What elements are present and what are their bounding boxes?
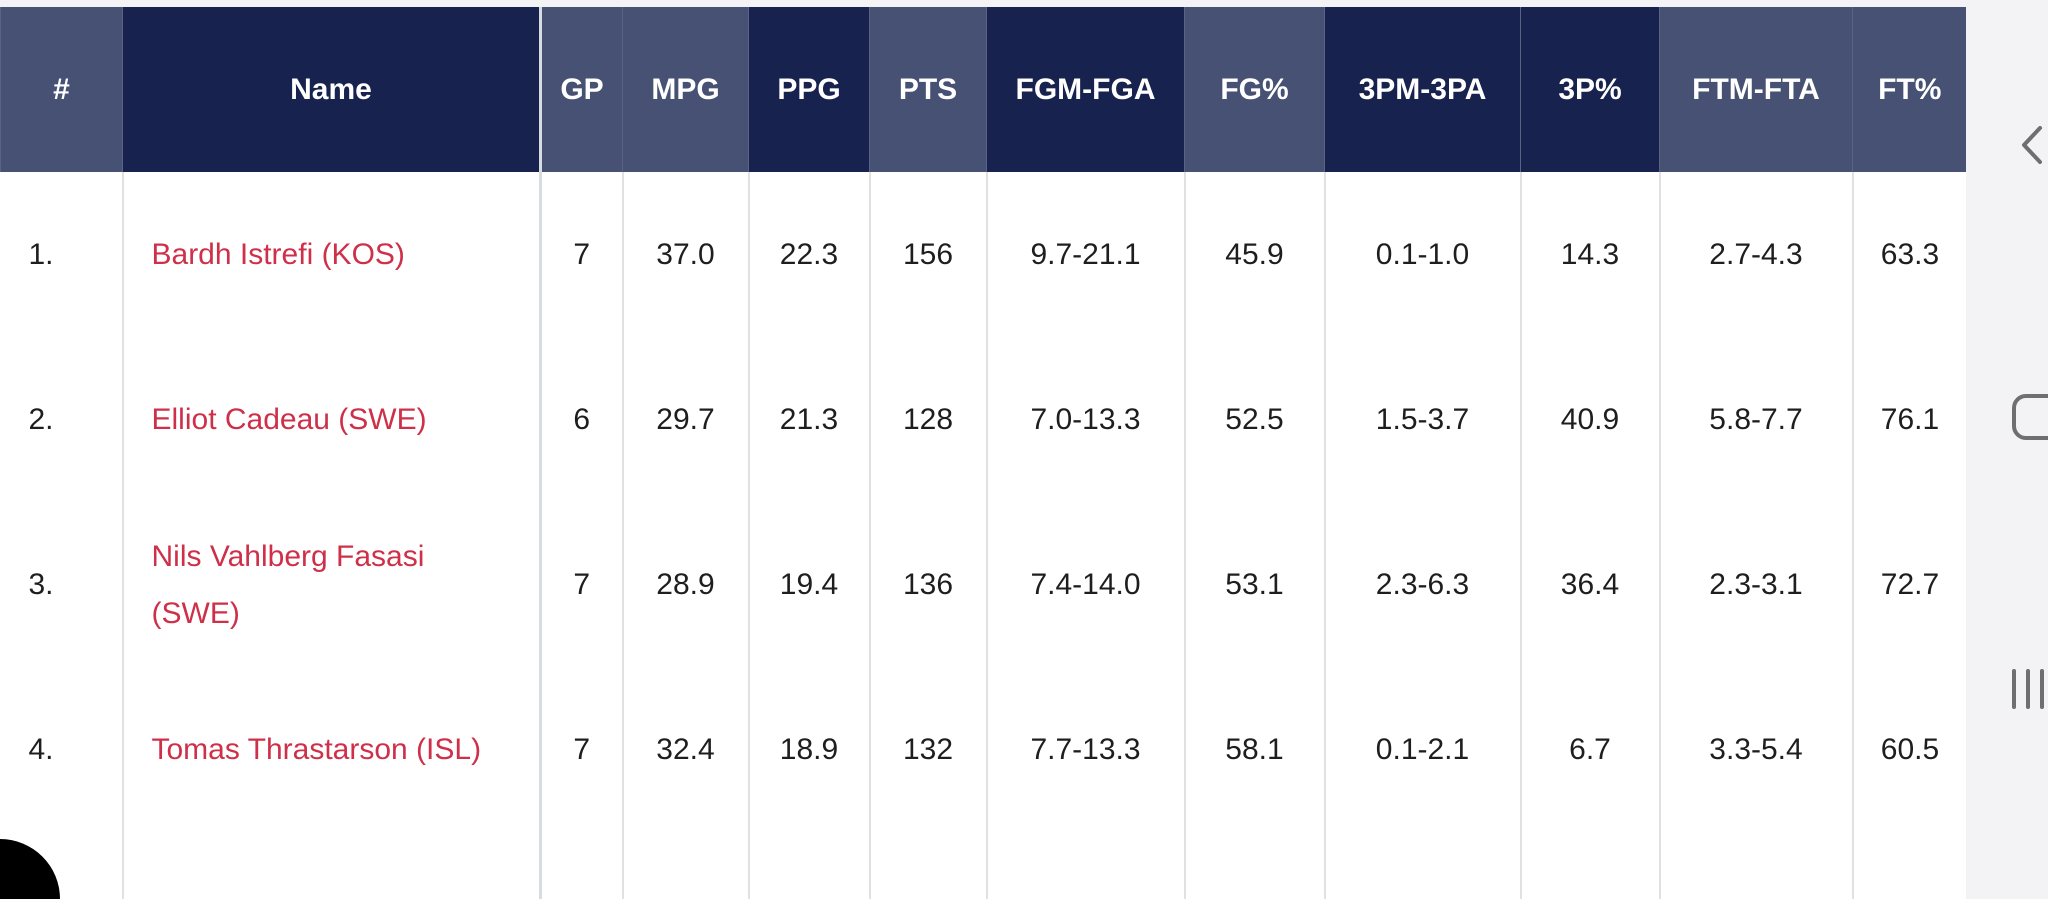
player-stats-table: # Name GP MPG PPG PTS FGM-FGA FG% 3PM-3P… [0, 7, 1966, 899]
3p-pct-cell: 6.7 [1519, 667, 1660, 832]
fgm-fga-cell [985, 832, 1185, 899]
header-name[interactable]: Name [122, 7, 542, 172]
gp-cell: 6 [539, 337, 623, 502]
header-gp[interactable]: GP [540, 7, 623, 172]
3p-pct-cell [1519, 832, 1660, 899]
player-link[interactable]: Tomas Thrastarson (ISL) [121, 667, 542, 832]
header-rank[interactable]: # [0, 7, 123, 172]
3p-pct-cell: 40.9 [1519, 337, 1660, 502]
rounded-square-icon[interactable] [2010, 392, 2048, 442]
3p-pct-cell: 14.3 [1519, 172, 1660, 337]
header-fgm-fga[interactable]: FGM-FGA [986, 7, 1185, 172]
pts-cell: 136 [868, 502, 987, 667]
ftm-fta-cell: 3.3-5.4 [1658, 667, 1853, 832]
pts-cell: 128 [868, 337, 987, 502]
table-row: 1. Bardh Istrefi (KOS) 7 37.0 22.3 156 9… [1, 172, 1966, 337]
pts-cell: 156 [868, 172, 987, 337]
rank-cell: 3. [28, 567, 54, 601]
3pm-3pa-cell [1323, 832, 1521, 899]
gp-cell [539, 832, 623, 899]
ft-pct-cell: 76.1 [1851, 337, 1966, 502]
ftm-fta-cell: 2.7-4.3 [1658, 172, 1853, 337]
fgm-fga-cell: 7.7-13.3 [985, 667, 1185, 832]
ftm-fta-cell: 2.3-3.1 [1658, 502, 1853, 667]
ftm-fta-cell: 5.8-7.7 [1658, 337, 1853, 502]
header-ftm-fta[interactable]: FTM-FTA [1659, 7, 1853, 172]
header-ppg[interactable]: PPG [748, 7, 870, 172]
mpg-cell: 28.9 [621, 502, 749, 667]
header-3p-pct[interactable]: 3P% [1520, 7, 1660, 172]
3pm-3pa-cell: 0.1-2.1 [1323, 667, 1521, 832]
mpg-cell [621, 832, 749, 899]
mpg-cell: 29.7 [621, 337, 749, 502]
stats-table-container: # Name GP MPG PPG PTS FGM-FGA FG% 3PM-3P… [0, 7, 1966, 899]
pts-cell: 132 [868, 667, 987, 832]
header-mpg[interactable]: MPG [622, 7, 749, 172]
gp-cell: 7 [539, 667, 623, 832]
3pm-3pa-cell: 2.3-6.3 [1323, 502, 1521, 667]
ft-pct-cell: 63.3 [1851, 172, 1966, 337]
chevron-left-icon[interactable] [2010, 120, 2048, 170]
header-3pm-3pa[interactable]: 3PM-3PA [1324, 7, 1521, 172]
header-pts[interactable]: PTS [869, 7, 987, 172]
gp-cell: 7 [539, 502, 623, 667]
fgm-fga-cell: 9.7-21.1 [985, 172, 1185, 337]
header-ft-pct[interactable]: FT% [1852, 7, 1966, 172]
player-cell [121, 832, 542, 899]
fg-pct-cell: 53.1 [1183, 502, 1325, 667]
ft-pct-cell [1851, 832, 1966, 899]
rank-cell: 2. [28, 402, 54, 436]
player-link[interactable]: Bardh Istrefi (KOS) [121, 172, 542, 337]
header-fg-pct[interactable]: FG% [1184, 7, 1325, 172]
three-bars-icon[interactable] [2010, 665, 2048, 715]
fg-pct-cell [1183, 832, 1325, 899]
player-link[interactable]: Nils Vahlberg Fasasi (SWE) [121, 502, 542, 667]
3pm-3pa-cell: 0.1-1.0 [1323, 172, 1521, 337]
rank-cell: 1. [28, 237, 54, 271]
mpg-cell: 37.0 [621, 172, 749, 337]
fg-pct-cell: 52.5 [1183, 337, 1325, 502]
rank-cell: 4. [28, 732, 54, 766]
mpg-cell: 32.4 [621, 667, 749, 832]
table-row: 4. Tomas Thrastarson (ISL) 7 32.4 18.9 1… [1, 667, 1966, 832]
header-row: # Name GP MPG PPG PTS FGM-FGA FG% 3PM-3P… [0, 7, 1966, 172]
ft-pct-cell: 72.7 [1851, 502, 1966, 667]
fg-pct-cell: 45.9 [1183, 172, 1325, 337]
ppg-cell: 21.3 [747, 337, 870, 502]
3pm-3pa-cell: 1.5-3.7 [1323, 337, 1521, 502]
player-link[interactable]: Elliot Cadeau (SWE) [121, 337, 542, 502]
pts-cell [868, 832, 987, 899]
table-row: 3. Nils Vahlberg Fasasi (SWE) 7 28.9 19.… [1, 502, 1966, 667]
ppg-cell: 19.4 [747, 502, 870, 667]
system-navigation-bar [1966, 0, 2048, 899]
ftm-fta-cell [1658, 832, 1853, 899]
table-row: 2. Elliot Cadeau (SWE) 6 29.7 21.3 128 7… [1, 337, 1966, 502]
ppg-cell [747, 832, 870, 899]
3p-pct-cell: 36.4 [1519, 502, 1660, 667]
fgm-fga-cell: 7.0-13.3 [985, 337, 1185, 502]
ppg-cell: 18.9 [747, 667, 870, 832]
table-row-partial [1, 832, 1966, 899]
fgm-fga-cell: 7.4-14.0 [985, 502, 1185, 667]
gp-cell: 7 [539, 172, 623, 337]
fg-pct-cell: 58.1 [1183, 667, 1325, 832]
ft-pct-cell: 60.5 [1851, 667, 1966, 832]
ppg-cell: 22.3 [747, 172, 870, 337]
